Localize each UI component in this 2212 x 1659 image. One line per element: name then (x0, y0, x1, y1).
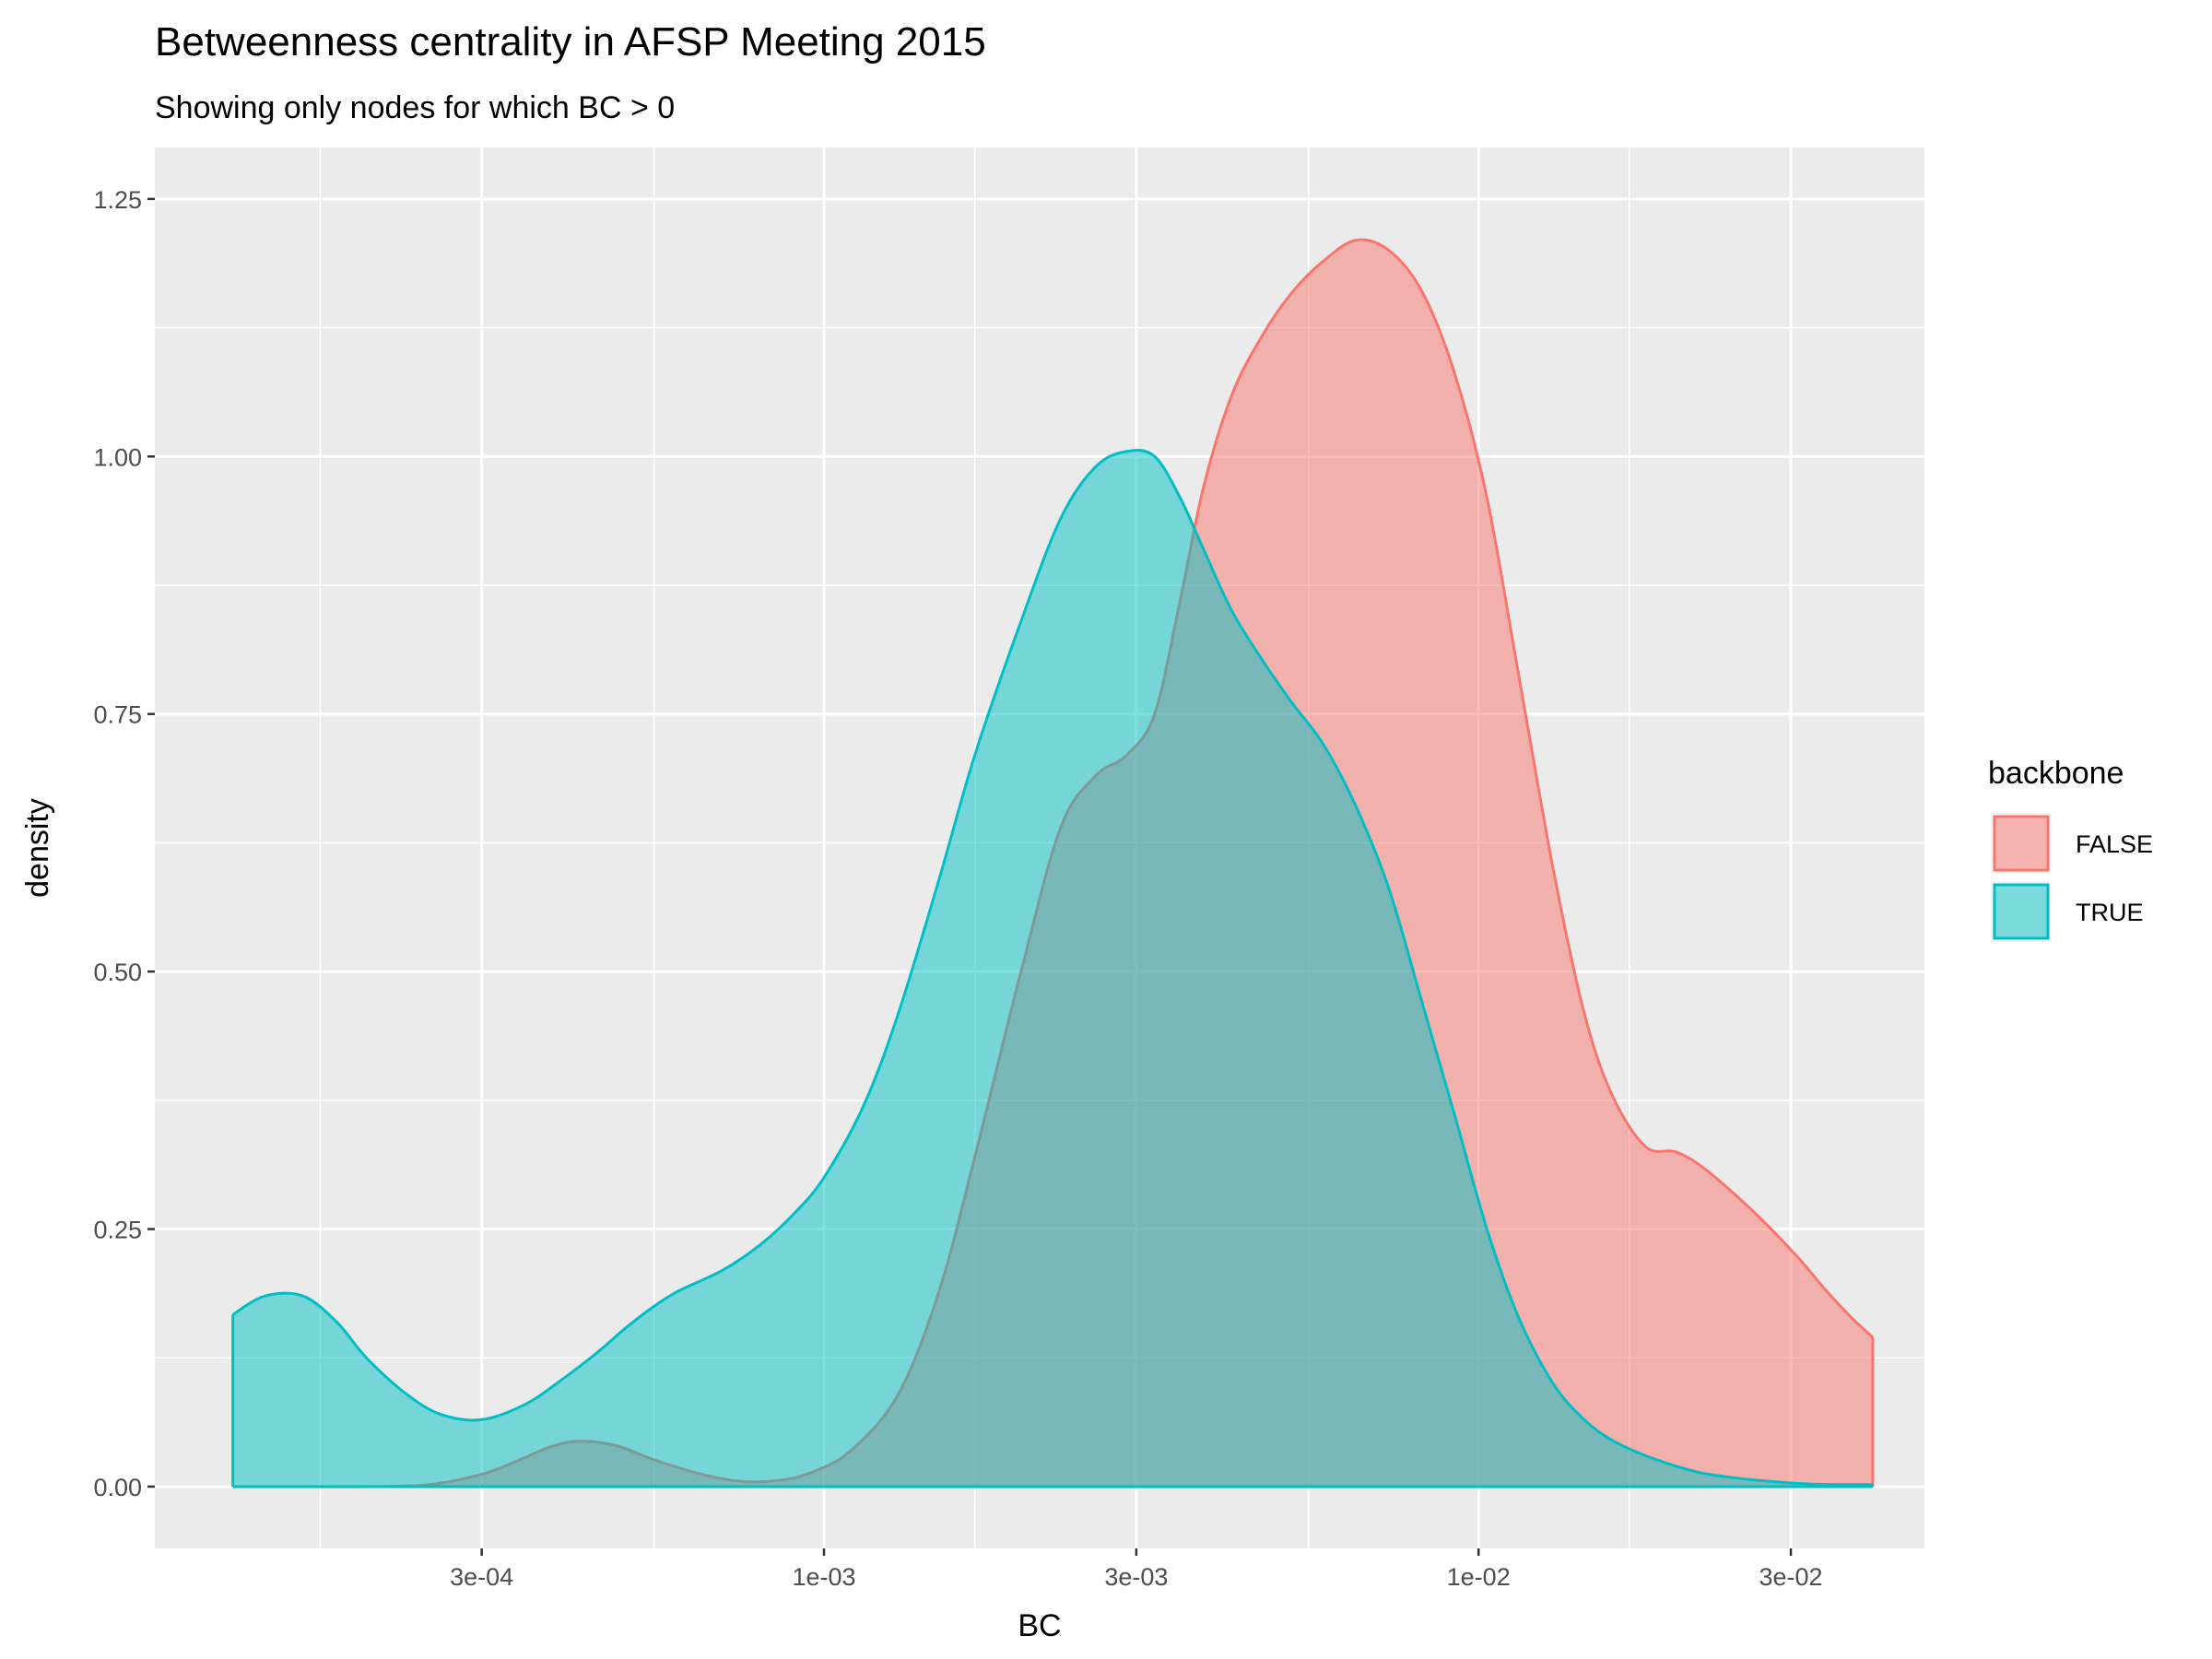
x-axis-title: BC (1018, 1608, 1061, 1643)
x-tick-label: 3e-04 (450, 1563, 513, 1591)
legend-swatch-false (1993, 815, 2050, 872)
x-tick-label: 1e-02 (1447, 1563, 1511, 1591)
x-tick-label: 1e-03 (792, 1563, 855, 1591)
y-axis: 0.00 0.25 0.50 0.75 1.00 1.25 (93, 186, 155, 1501)
density-area-true (232, 450, 1873, 1487)
x-axis: 3e-04 1e-03 3e-03 1e-02 3e-02 (450, 1548, 1823, 1591)
y-axis-title: density (20, 798, 55, 898)
legend-label-false: FALSE (2076, 830, 2153, 858)
density-series (231, 238, 1875, 1488)
legend-title: backbone (1988, 756, 2124, 791)
y-tick-label: 1.00 (93, 443, 142, 471)
y-tick-label: 0.50 (93, 959, 142, 986)
legend-swatch-true (1993, 883, 2050, 940)
chart-title: Betweenness centrality in AFSP Meeting 2… (155, 19, 986, 65)
legend-label-true: TRUE (2076, 899, 2144, 926)
legend: backbone FALSE TRUE (1988, 756, 2153, 942)
density-line-true (231, 448, 1873, 1487)
chart-subtitle: Showing only nodes for which BC > 0 (155, 90, 675, 125)
x-tick-label: 3e-02 (1759, 1563, 1823, 1591)
y-tick-label: 0.00 (93, 1474, 142, 1501)
y-tick-label: 0.75 (93, 701, 142, 729)
y-tick-label: 1.25 (93, 186, 142, 214)
x-tick-label: 3e-03 (1104, 1563, 1168, 1591)
y-tick-label: 0.25 (93, 1217, 142, 1244)
